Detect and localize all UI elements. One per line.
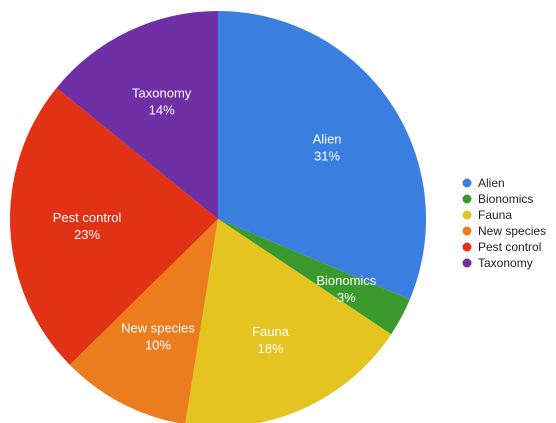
slice-label-new-species: New species [121, 320, 195, 335]
slice-label-alien: Alien [313, 131, 342, 146]
slice-label-bionomics: Bionomics [316, 273, 376, 288]
pie-slices [10, 11, 427, 423]
pie-labels: Alien 31% Bionomics 3% Fauna 18% New species 10… [53, 86, 377, 356]
slice-value-fauna: 18% [258, 341, 284, 356]
legend-label-new-species: New species [478, 224, 546, 238]
pie-slice-fauna [185, 219, 392, 423]
legend-label-bionomics: Bionomics [478, 192, 533, 206]
legend-item-taxonomy: Taxonomy [462, 256, 533, 270]
legend-item-alien: Alien [462, 176, 505, 190]
legend-label-pest-control: Pest control [478, 240, 541, 254]
slice-label-taxonomy: Taxonomy [132, 86, 192, 101]
legend-label-fauna: Fauna [478, 208, 512, 222]
slice-value-new-species: 10% [145, 337, 171, 352]
legend-label-taxonomy: Taxonomy [478, 256, 533, 270]
legend-swatch-new-species [462, 226, 472, 236]
legend: Alien Bionomics Fauna New species Pest contr… [462, 176, 546, 270]
legend-swatch-fauna [462, 210, 472, 220]
pie-slice-alien [218, 11, 427, 300]
pie-slice-pest-control [10, 87, 219, 365]
legend-item-bionomics: Bionomics [462, 192, 533, 206]
slice-value-pest-control: 23% [74, 227, 100, 242]
slice-label-fauna: Fauna [252, 324, 290, 339]
pie-slice-new-species [69, 219, 218, 423]
slice-value-taxonomy: 14% [149, 103, 175, 118]
legend-label-alien: Alien [478, 176, 505, 190]
legend-item-new-species: New species [462, 224, 546, 238]
legend-swatch-pest-control [462, 242, 472, 252]
pie-slice-taxonomy [56, 11, 218, 219]
slice-label-pest-control: Pest control [53, 210, 122, 225]
legend-swatch-bionomics [462, 194, 472, 204]
legend-swatch-taxonomy [462, 258, 472, 268]
legend-item-fauna: Fauna [462, 208, 512, 222]
legend-swatch-alien [462, 178, 472, 188]
pie-slice-bionomics [218, 219, 410, 335]
slice-value-bionomics: 3% [337, 290, 356, 305]
slice-value-alien: 31% [314, 148, 340, 163]
legend-item-pest-control: Pest control [462, 240, 541, 254]
